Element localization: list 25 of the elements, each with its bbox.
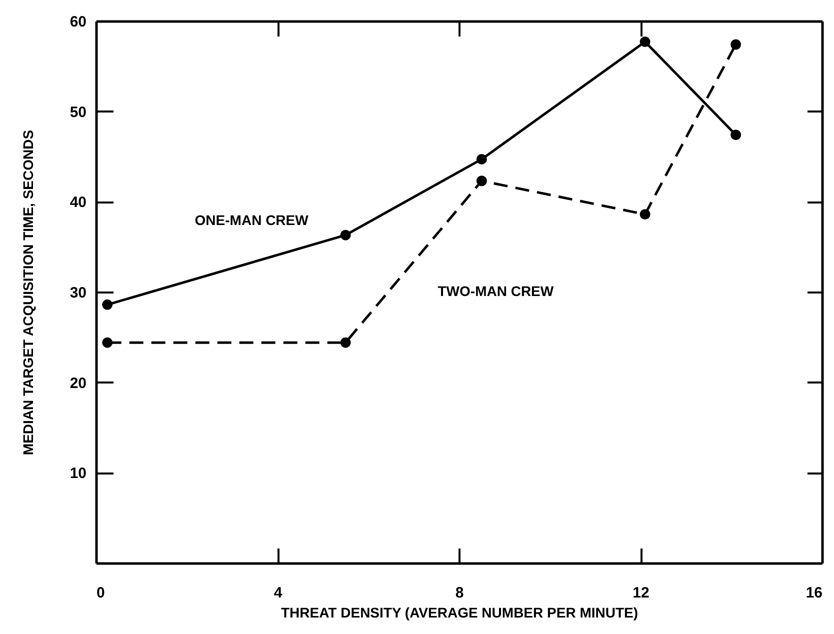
point xyxy=(102,337,113,348)
y-tick-label: 10 xyxy=(70,465,86,482)
y-tick-label: 20 xyxy=(70,374,86,392)
point xyxy=(640,209,650,220)
point xyxy=(340,337,351,348)
x-tick-label: 8 xyxy=(455,584,464,602)
point xyxy=(340,230,351,240)
point xyxy=(730,39,742,50)
x-tick-label: 12 xyxy=(632,584,650,602)
y-tick-label: 50 xyxy=(70,104,86,121)
x-tick-label: 0 xyxy=(96,584,105,602)
text: TWO-MAN CREW xyxy=(438,282,554,299)
x-tick-label: 16 xyxy=(806,584,822,602)
point xyxy=(476,154,487,164)
point xyxy=(640,36,650,48)
point xyxy=(102,299,113,310)
y-tick-label: 60 xyxy=(70,14,86,30)
y-tick-label: 30 xyxy=(70,284,86,302)
point xyxy=(476,176,487,186)
y-tick-label: 40 xyxy=(70,194,86,212)
y-axis-title: MEDIAN TARGET ACQUISITION TIME, SECONDS xyxy=(20,130,36,456)
point xyxy=(730,130,742,140)
x-axis-title: THREAT DENSITY (AVERAGE NUMBER PER MINUTE) xyxy=(280,604,638,620)
x-tick-label: 4 xyxy=(274,584,283,602)
series-label: ONE-MAN CREW xyxy=(194,212,310,228)
